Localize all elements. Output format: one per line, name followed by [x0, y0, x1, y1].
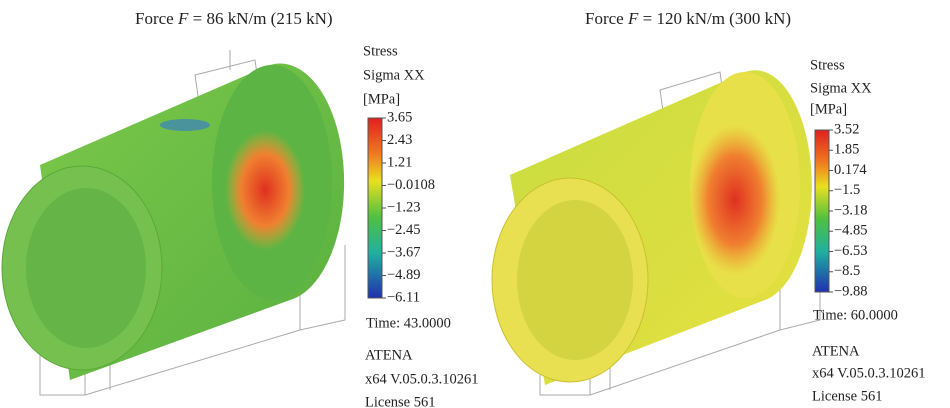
- scale-label: 1.21: [387, 154, 412, 170]
- legend-title: [MPa]: [810, 101, 847, 117]
- scale-label: −0.0108: [387, 177, 435, 193]
- stress-hotspot: [690, 125, 780, 275]
- title-rest: = 86 kN/m (215 kN): [193, 9, 333, 28]
- scale-label: 2.43: [387, 132, 412, 148]
- info-line: x64 V.05.0.3.10261: [812, 365, 925, 381]
- time-label: Time: 43.0000: [366, 315, 451, 331]
- legend-title: [MPa]: [363, 91, 400, 107]
- scale-label: 0.174: [834, 162, 867, 178]
- scale-label: −4.89: [387, 267, 421, 283]
- scale-label: −1.5: [834, 182, 860, 198]
- scale-label: −1.23: [387, 199, 421, 215]
- legend-title: Sigma XX: [363, 67, 425, 83]
- panel-title: Force F = 120 kN/m (300 kN): [585, 9, 791, 28]
- info-line: ATENA: [812, 343, 860, 359]
- title-prefix: Force: [135, 9, 174, 28]
- scale-label: 3.65: [387, 109, 412, 125]
- panel-title: Force F = 86 kN/m (215 kN): [135, 9, 333, 28]
- cylinder-bore: [517, 200, 633, 360]
- info-line: x64 V.05.0.3.10261: [365, 371, 478, 387]
- title-variable: F: [627, 9, 639, 28]
- scale-label: 1.85: [834, 142, 859, 158]
- color-bar: [368, 118, 382, 298]
- legend: Stress Sigma XX [MPa] 3.52 1.85 0.174 −1.5 −3.1…: [810, 57, 925, 404]
- info-line: ATENA: [365, 347, 413, 363]
- title-prefix: Force: [585, 9, 624, 28]
- legend-title: Stress: [810, 57, 845, 73]
- scale-label: −6.11: [387, 289, 420, 305]
- scale-label: −4.85: [834, 223, 868, 239]
- scale-label: −9.88: [834, 283, 868, 299]
- title-rest: = 120 kN/m (300 kN): [643, 9, 791, 28]
- title-variable: F: [177, 9, 189, 28]
- model-view: [492, 70, 820, 395]
- model-view: [2, 50, 345, 395]
- info-line: License 561: [812, 388, 882, 404]
- time-label: Time: 60.0000: [813, 307, 898, 323]
- info-line: License 561: [365, 394, 435, 408]
- scale-label: −3.18: [834, 202, 868, 218]
- stress-compression: [160, 119, 210, 131]
- legend-title: Stress: [363, 43, 398, 59]
- figure: Force F = 86 kN/m (215 kN) Stress Sigma X…: [0, 0, 950, 408]
- scale-label: 3.52: [834, 121, 859, 137]
- page: Force F = 86 kN/m (215 kN) Stress Sigma X…: [0, 0, 950, 408]
- legend-title: Sigma XX: [810, 80, 872, 96]
- scale-label: −6.53: [834, 243, 868, 259]
- scale-label: −2.45: [387, 222, 421, 238]
- stress-hotspot: [225, 130, 305, 250]
- cylinder-bore: [26, 188, 146, 348]
- legend: Stress Sigma XX [MPa] 3.65 2.43 1.21 −0.0108 −1…: [363, 43, 478, 408]
- color-bar: [815, 130, 829, 292]
- scale-label: −8.5: [834, 263, 860, 279]
- scale-label: −3.67: [387, 244, 421, 260]
